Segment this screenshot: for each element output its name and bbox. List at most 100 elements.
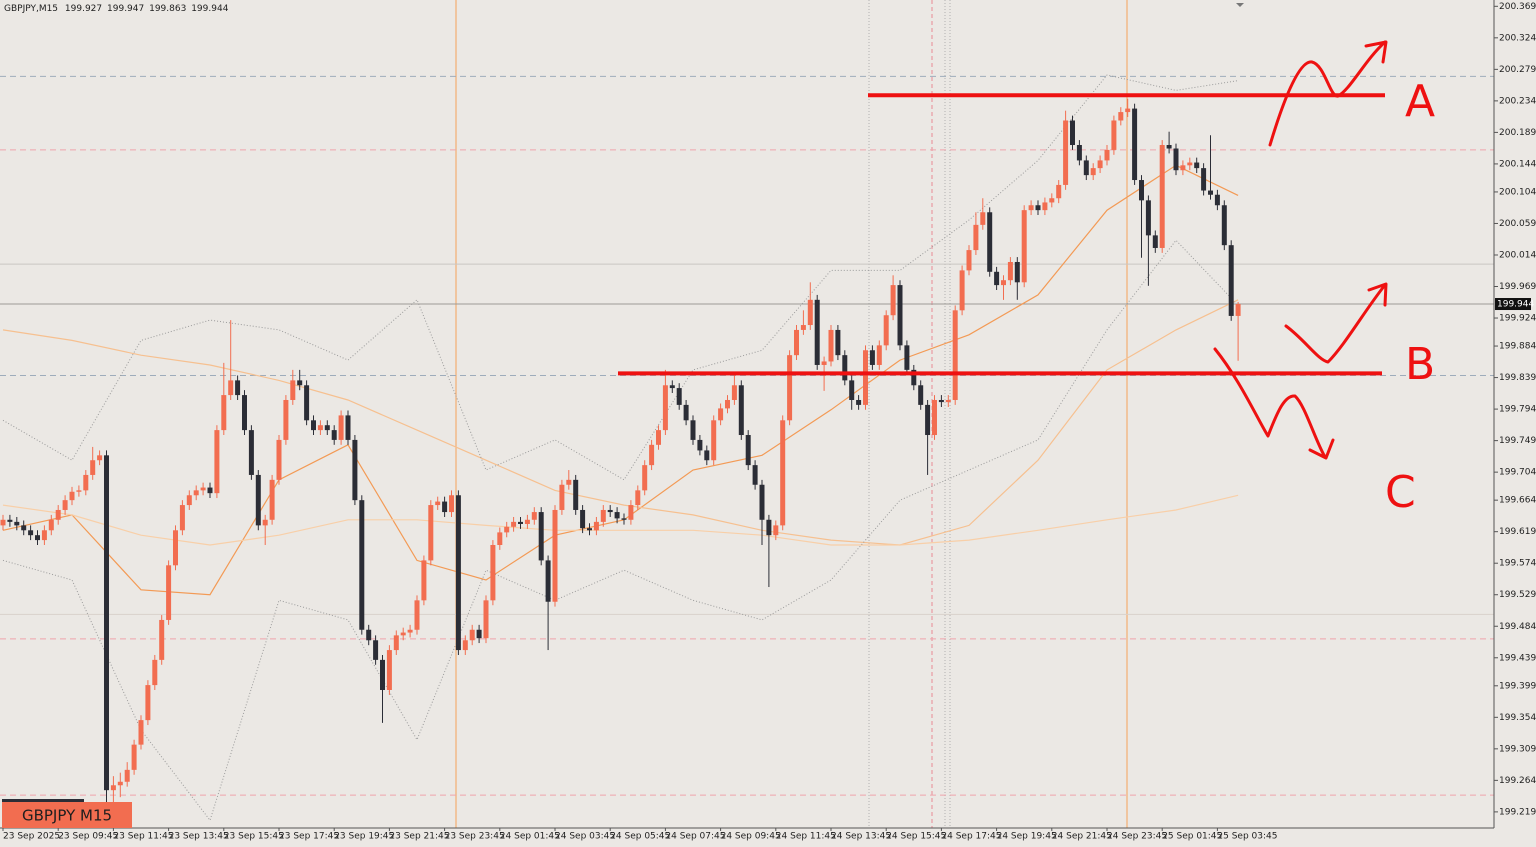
candle-body — [973, 224, 979, 251]
candle-body — [138, 720, 144, 745]
candle-body — [214, 430, 220, 494]
candle-body — [938, 399, 944, 403]
candle-body — [573, 479, 579, 510]
candle-body — [1028, 205, 1034, 211]
candle-body — [1111, 120, 1117, 150]
candle-body — [725, 399, 730, 409]
candle-body — [593, 521, 599, 531]
candle-body — [904, 345, 910, 370]
candle-body — [400, 632, 406, 636]
candle-body — [821, 361, 827, 365]
candle-body — [642, 465, 648, 491]
candle-body — [193, 490, 199, 496]
candle-body — [918, 385, 924, 405]
candle-body — [242, 395, 247, 431]
candle-body — [814, 299, 820, 365]
candle-body — [1083, 160, 1089, 176]
y-tick-label: 199.484 — [1499, 622, 1536, 632]
candle-body — [890, 285, 896, 316]
candle-body — [221, 395, 227, 431]
candle-body — [621, 518, 627, 520]
candle-body — [759, 484, 765, 520]
x-tick-label: 23 Sep 13:45 — [169, 832, 229, 842]
candle-body — [662, 385, 668, 431]
y-tick-label: 199.794 — [1499, 405, 1536, 415]
candle-body — [324, 425, 330, 431]
y-tick-label: 200.369 — [1499, 2, 1536, 12]
candle-body — [373, 640, 379, 660]
arrow-down-b — [1213, 347, 1335, 460]
candle-body — [21, 525, 27, 531]
candle-body — [166, 565, 172, 620]
y-tick-label: 199.884 — [1499, 342, 1536, 352]
candle-body — [455, 495, 461, 651]
candle-body — [752, 465, 758, 485]
candle-body — [966, 250, 972, 271]
candle-body — [1042, 202, 1048, 211]
candle-body — [276, 439, 282, 480]
current-price-box — [1495, 298, 1531, 311]
candle-body — [1139, 180, 1144, 201]
candle-body — [773, 525, 779, 536]
x-tick-label: 24 Sep 19:45 — [997, 832, 1057, 842]
candle-body — [1035, 205, 1041, 211]
candle-body — [538, 512, 544, 561]
x-tick-label: 23 Sep 19:45 — [334, 832, 394, 842]
y-tick-label: 200.189 — [1499, 128, 1536, 138]
candle-body — [787, 355, 793, 421]
candle-body — [842, 355, 848, 381]
y-tick-label: 200.234 — [1499, 96, 1536, 106]
candle-body — [511, 521, 517, 527]
candle-body — [987, 212, 993, 272]
candle-body — [945, 399, 951, 403]
candle-body — [794, 329, 799, 356]
candle-body — [83, 474, 89, 491]
candle-body — [338, 415, 344, 440]
watermark-bar — [2, 799, 84, 802]
candle-body — [235, 380, 241, 396]
candle-body — [518, 521, 523, 524]
x-tick-label: 24 Sep 09:45 — [721, 832, 781, 842]
open-value: 199.927 — [65, 4, 102, 14]
x-tick-label: 24 Sep 07:45 — [665, 832, 725, 842]
x-tick-label: 23 Sep 15:45 — [224, 832, 284, 842]
candle-body — [959, 270, 965, 311]
candle-body — [97, 455, 103, 461]
candle-body — [1014, 261, 1020, 283]
candle-body — [766, 519, 772, 536]
candle-body — [407, 629, 413, 633]
candle-body — [352, 439, 358, 501]
candle-body — [780, 420, 786, 526]
candle-body — [738, 385, 744, 436]
candle-body — [55, 509, 61, 520]
candle-body — [359, 500, 365, 630]
candle-body — [69, 491, 75, 501]
y-tick-label: 199.969 — [1499, 282, 1536, 292]
candle-body — [607, 509, 613, 513]
candle-body — [897, 285, 903, 346]
y-tick-label: 200.059 — [1499, 219, 1536, 229]
candle-body — [145, 685, 151, 721]
candle-body — [1049, 198, 1055, 203]
candle-body — [1063, 120, 1069, 185]
candle-body — [1187, 162, 1193, 166]
candle-body — [697, 439, 703, 451]
annotation-label: C — [1385, 467, 1416, 518]
candle-body — [76, 490, 82, 492]
candle-body — [290, 380, 296, 400]
candle-body — [849, 380, 855, 400]
candle-body — [62, 500, 68, 510]
candle-body — [1214, 194, 1220, 206]
candle-body — [559, 484, 565, 510]
candle-body — [442, 501, 448, 513]
candle-body — [828, 329, 834, 362]
candle-body — [1228, 245, 1234, 316]
candle-body — [925, 404, 931, 436]
candle-body — [331, 430, 337, 440]
x-tick-label: 24 Sep 01:45 — [500, 832, 560, 842]
candle-body — [1076, 145, 1082, 161]
candle-body — [104, 455, 109, 791]
candle-body — [297, 380, 303, 386]
candle-body — [635, 490, 641, 506]
candle-body — [1056, 184, 1062, 199]
